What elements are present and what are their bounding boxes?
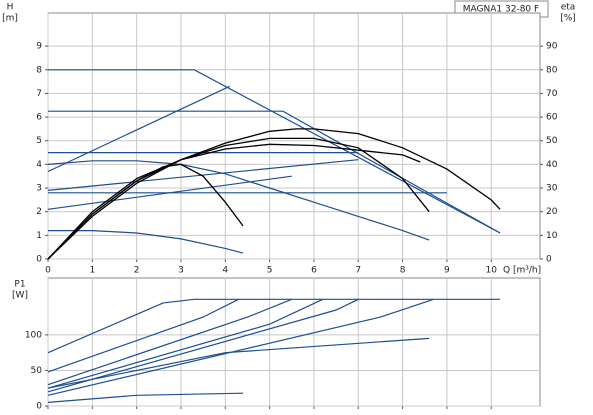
x-tick-label: 2 [134, 266, 140, 276]
y-tick-label: 2 [36, 207, 42, 217]
x-tick-label: 5 [267, 266, 273, 276]
y2-tick-label: 50 [546, 136, 558, 146]
curve [47, 298, 293, 386]
curve [47, 298, 359, 393]
y-label: H [7, 3, 14, 13]
curve [47, 160, 430, 241]
y-label: P1 [14, 280, 25, 290]
x-tick-label: 4 [222, 266, 228, 276]
curve [47, 163, 244, 260]
y-tick-label: 3 [36, 184, 42, 194]
curve [47, 298, 434, 396]
curve [47, 159, 359, 191]
y2-tick-label: 40 [546, 160, 558, 170]
y-tick-label: 7 [36, 89, 42, 99]
y-tick-label: 50 [31, 366, 43, 376]
y-unit: [W] [12, 291, 28, 301]
curve [47, 298, 501, 354]
y2-tick-label: 80 [546, 65, 558, 75]
x-tick-label: 6 [311, 266, 317, 276]
y2-tick-label: 30 [546, 184, 558, 194]
y2-label: eta [561, 3, 576, 13]
curve [47, 85, 230, 173]
y2-tick-label: 70 [546, 89, 558, 99]
plot-area [47, 277, 541, 407]
y2-unit: [%] [560, 14, 576, 24]
y-tick-label: 6 [36, 113, 42, 123]
x-tick-label: 7 [355, 266, 361, 276]
y-tick-label: 100 [25, 330, 42, 340]
y-tick-label: 0 [36, 255, 42, 265]
y-tick-label: 8 [36, 65, 42, 75]
curve [47, 298, 239, 373]
curve [47, 392, 244, 403]
y2-tick-label: 20 [546, 207, 558, 217]
chart-title: MAGNA1 32-80 F [463, 5, 539, 15]
x-tick-label: 0 [45, 266, 51, 276]
x-tick-label: 3 [178, 266, 184, 276]
curve [47, 337, 430, 389]
y-tick-label: 5 [36, 136, 42, 146]
y2-tick-label: 10 [546, 231, 558, 241]
y-tick-label: 1 [36, 231, 42, 241]
plot-area [47, 12, 541, 260]
curve [48, 69, 501, 234]
x-tick-label: 1 [89, 266, 95, 276]
y-tick-label: 4 [36, 160, 42, 170]
y2-tick-label: 60 [546, 113, 558, 123]
x-tick-label: 9 [444, 266, 450, 276]
y-unit: [m] [2, 14, 18, 24]
y-tick-label: 0 [36, 402, 42, 412]
x-tick-label: 8 [400, 266, 406, 276]
curve [48, 230, 244, 254]
curve [47, 298, 324, 389]
y-tick-label: 9 [36, 42, 42, 52]
curve [47, 128, 501, 260]
x-label: Q [m³/h] [503, 266, 541, 276]
y2-tick-label: 0 [546, 255, 552, 265]
x-tick-label: 10 [486, 266, 498, 276]
curve [47, 143, 421, 260]
y2-tick-label: 90 [546, 42, 558, 52]
